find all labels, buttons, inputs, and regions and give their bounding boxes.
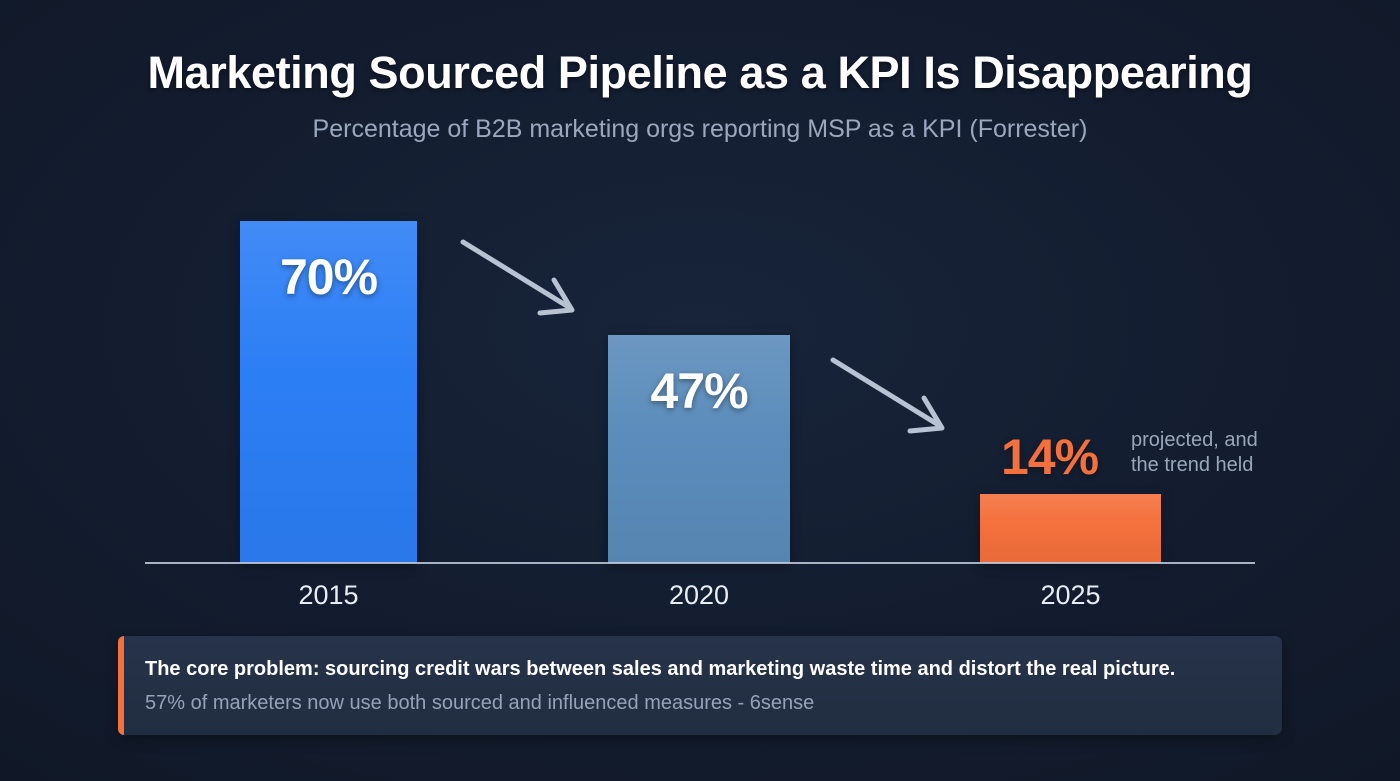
x-tick-2020: 2020 (668, 580, 730, 610)
projection-annotation-line2: the trend held (1131, 454, 1254, 476)
bar-2025 (980, 494, 1161, 563)
page-title: Marketing Sourced Pipeline as a KPI Is D… (147, 47, 1253, 98)
projection-annotation: projected, and the trend held (1131, 428, 1301, 478)
callout-headline: The core problem: sourcing credit wars b… (145, 658, 1176, 680)
callout-accent-bar (118, 636, 124, 735)
insight-callout: The core problem: sourcing credit wars b… (118, 636, 1282, 735)
bar-value-2015: 70% (279, 249, 378, 305)
bar-value-2020: 47% (650, 363, 748, 419)
bar-value-2025: 14% (1000, 429, 1099, 485)
projection-annotation-line1: projected, and (1131, 429, 1258, 451)
page-subtitle: Percentage of B2B marketing orgs reporti… (312, 115, 1088, 143)
decline-arrow-1 (460, 239, 575, 316)
x-tick-2025: 2025 (1040, 580, 1101, 610)
callout-subtext: 57% of marketers now use both sourced an… (145, 692, 815, 714)
bar-2025-sheen (980, 494, 1161, 563)
decline-arrow-2 (830, 357, 945, 434)
x-axis-line (145, 562, 1255, 564)
x-tick-2015: 2015 (298, 580, 359, 610)
